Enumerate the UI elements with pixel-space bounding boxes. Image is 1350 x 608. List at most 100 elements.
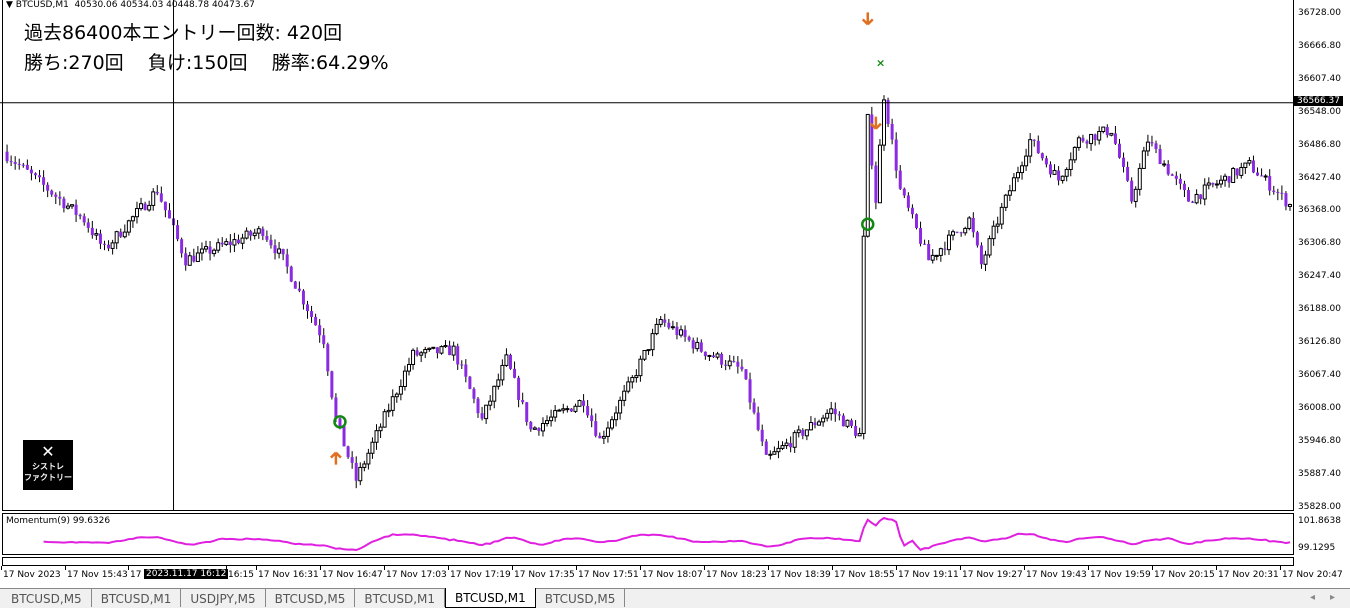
- logo-line2: ファクトリー: [24, 473, 72, 482]
- candle: [1060, 175, 1065, 184]
- candle: [784, 438, 789, 449]
- candle: [1072, 146, 1077, 164]
- candle: [398, 379, 403, 401]
- candle: [431, 346, 436, 350]
- tab-chart[interactable]: BTCUSD,M5: [536, 589, 626, 607]
- candle-body: [938, 248, 943, 256]
- time-tick-label: 17 Nov 17:51: [578, 570, 639, 580]
- candle-body: [521, 400, 525, 403]
- time-tick: [960, 566, 961, 570]
- candle: [139, 197, 144, 211]
- candle: [435, 347, 439, 359]
- tab-chart[interactable]: BTCUSD,M5: [2, 589, 92, 607]
- candle-body: [301, 290, 305, 305]
- tab-chart[interactable]: BTCUSD,M1: [355, 589, 446, 607]
- collapse-icon[interactable]: ▼: [6, 0, 16, 10]
- candle: [17, 158, 21, 170]
- tab-chart[interactable]: BTCUSD,M5: [266, 589, 356, 607]
- candle: [1020, 161, 1025, 180]
- candle-body: [850, 420, 854, 426]
- logo-line1: シストレ: [32, 462, 64, 471]
- time-tick: [1024, 566, 1025, 570]
- candle: [967, 216, 972, 231]
- candle-body: [882, 99, 887, 146]
- candle-body: [1166, 163, 1170, 175]
- candle-body: [448, 345, 452, 356]
- candle-body: [107, 244, 111, 249]
- momentum-label: Momentum(9) 99.6326: [6, 516, 111, 526]
- candle-body: [987, 238, 992, 256]
- candle-body: [134, 208, 139, 218]
- candle: [634, 369, 639, 383]
- candle-body: [557, 409, 562, 412]
- candle-body: [119, 231, 123, 237]
- time-tick-label: 16:15: [228, 570, 254, 580]
- time-tick: [128, 566, 129, 570]
- candle: [492, 385, 497, 409]
- candle: [480, 406, 484, 421]
- candle-body: [638, 358, 643, 377]
- candle: [1272, 185, 1276, 195]
- candle: [630, 375, 635, 389]
- candle-body: [1040, 153, 1044, 159]
- candle-body: [919, 228, 923, 244]
- price-tick-label: 36666.80: [1298, 40, 1341, 51]
- price-tick-label: 36368.00: [1298, 205, 1341, 216]
- candle: [691, 337, 695, 354]
- candle: [1280, 185, 1284, 200]
- chart-header: ▼ BTCUSD,M1 40530.06 40534.03 40448.78 4…: [6, 0, 255, 10]
- arrow-up-icon: [330, 451, 342, 465]
- tab-chart[interactable]: BTCUSD,M1: [445, 588, 536, 608]
- candle: [545, 415, 550, 427]
- candle-body: [86, 222, 90, 228]
- candle-body: [565, 408, 570, 411]
- candle: [1231, 166, 1236, 184]
- main-chart[interactable]: [2, 0, 1294, 511]
- candle-body: [386, 409, 391, 413]
- candle-body: [760, 429, 764, 442]
- candle-body: [1206, 182, 1211, 186]
- candle: [1260, 168, 1264, 177]
- candlestick-chart[interactable]: ×: [0, 0, 1294, 511]
- candle: [496, 373, 501, 390]
- candle-body: [910, 207, 914, 215]
- candle: [540, 417, 545, 437]
- candle-body: [46, 184, 50, 191]
- candle: [594, 413, 598, 438]
- candle-body: [707, 354, 712, 357]
- candle: [1174, 171, 1178, 186]
- candle-body: [894, 139, 898, 171]
- momentum-panel[interactable]: [2, 513, 1294, 555]
- candle: [386, 403, 391, 418]
- candle-body: [398, 385, 403, 395]
- candle-body: [139, 203, 144, 210]
- candle: [537, 427, 541, 436]
- candle: [406, 357, 411, 376]
- scroll-left-icon[interactable]: ◂: [1310, 592, 1316, 603]
- candle: [1122, 152, 1126, 173]
- candle-body: [1170, 174, 1174, 176]
- candle-body: [82, 216, 86, 223]
- candle: [590, 408, 594, 428]
- scroll-right-icon[interactable]: ▸: [1330, 592, 1336, 603]
- candle-body: [1105, 127, 1109, 136]
- candle: [886, 97, 890, 128]
- tab-chart[interactable]: USDJPY,M5: [181, 589, 266, 607]
- candle-body: [642, 349, 647, 360]
- candle: [472, 387, 476, 404]
- candle-body: [1007, 190, 1012, 196]
- candle-body: [752, 402, 756, 413]
- candle-body: [65, 205, 70, 209]
- time-tick: [1216, 566, 1217, 570]
- candle-body: [362, 463, 367, 468]
- price-tick-label: 35828.00: [1298, 501, 1341, 512]
- candle: [711, 351, 715, 358]
- candle: [1214, 179, 1219, 189]
- candle: [727, 355, 732, 370]
- candle: [845, 419, 850, 429]
- candle: [114, 230, 119, 250]
- candle: [804, 429, 809, 441]
- tab-chart[interactable]: BTCUSD,M1: [92, 589, 182, 607]
- candle-body: [1003, 194, 1008, 208]
- candle: [902, 187, 906, 199]
